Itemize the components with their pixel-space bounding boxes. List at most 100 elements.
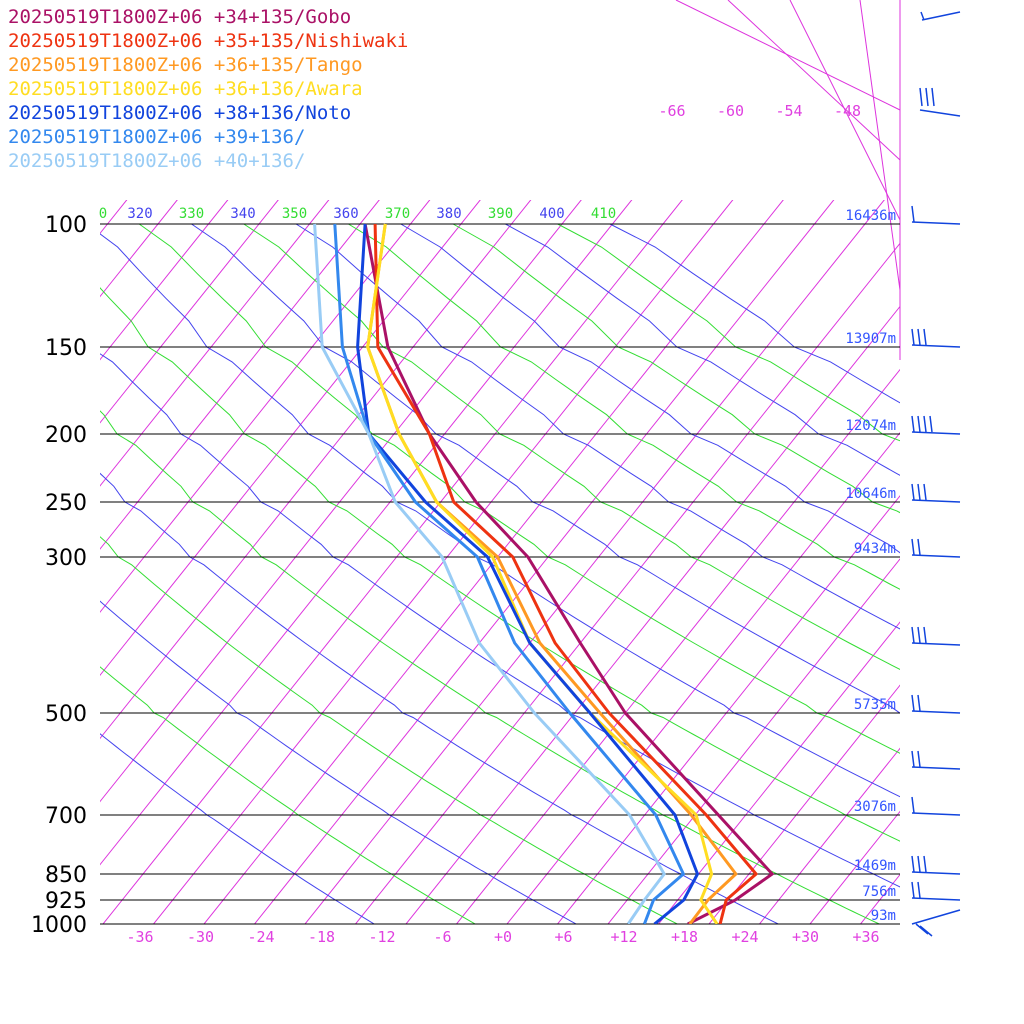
- pressure-label: 150: [45, 336, 87, 361]
- wind-barbs: [911, 11, 961, 937]
- x-tick-label: +18: [671, 928, 698, 946]
- series-line: [373, 223, 758, 924]
- wind-barb-feather: [917, 483, 921, 501]
- dry-adiabat-line: [100, 233, 900, 798]
- isotherm-line: [100, 200, 178, 298]
- isotherm-line: [100, 200, 431, 613]
- wind-barb-feather: [911, 415, 915, 433]
- height-label: 10646m: [845, 486, 896, 502]
- wind-barb-feather: [911, 881, 915, 899]
- wind-barb-feather: [911, 626, 915, 644]
- theta-label: 390: [488, 206, 513, 222]
- legend-entry: 20250519T1800Z+06 +35+135/Nishiwaki: [8, 30, 408, 52]
- legend-entry: 20250519T1800Z+06 +36+136/Awara: [8, 78, 363, 100]
- dry-adiabat-line: [100, 666, 477, 924]
- theta-label: 320: [127, 206, 152, 222]
- theta-label: 350: [282, 206, 307, 222]
- isotherm-line: [304, 200, 885, 924]
- isotherm-line: [0, 189, 85, 959]
- dry-adiabat-line: [100, 353, 900, 888]
- wind-barb-feather: [917, 855, 921, 873]
- x-tick-label: -18: [308, 928, 335, 946]
- theta-label: 380: [436, 206, 461, 222]
- theta-label: 410: [591, 206, 616, 222]
- pressure-label: 500: [45, 702, 87, 727]
- isotherm-line: [253, 200, 835, 924]
- wind-barb-feather: [923, 855, 927, 873]
- wind-barb-feather: [931, 87, 935, 107]
- isotherm-line: [102, 200, 683, 924]
- wind-barb-feather: [911, 328, 915, 346]
- isotherm-line: [354, 242, 900, 924]
- isotherm-line: [883, 189, 1024, 959]
- pressure-label: 250: [45, 491, 87, 516]
- wind-barb-feather: [911, 538, 915, 556]
- upper-temp-label: -66: [658, 102, 685, 120]
- wind-barb-feather: [917, 750, 921, 768]
- x-tick-label: +12: [610, 928, 637, 946]
- height-label: 13907m: [845, 331, 896, 347]
- wind-barb-feather: [917, 538, 921, 556]
- wind-barb-feather: [917, 881, 921, 899]
- wind-barb-feather: [920, 11, 925, 21]
- wind-barb-feather: [917, 415, 921, 433]
- wind-barb-icon: [911, 554, 961, 558]
- x-tick-label: +6: [554, 928, 572, 946]
- isotherm-line: [100, 200, 380, 550]
- x-tick-label: +24: [731, 928, 758, 946]
- series-line: [356, 223, 699, 924]
- wind-barb-feather: [923, 626, 927, 644]
- wind-barb-feather: [923, 415, 927, 433]
- theta-label: 0: [99, 206, 107, 222]
- wind-barb-icon: [921, 11, 961, 21]
- theta-label: 340: [230, 206, 255, 222]
- isotherm-line: [675, 0, 901, 111]
- pressure-label: 200: [45, 423, 87, 448]
- wind-barb-feather: [925, 87, 929, 107]
- dry-adiabat-line: [348, 223, 900, 590]
- wind-barb-feather: [919, 925, 933, 937]
- x-tick-label: -36: [126, 928, 153, 946]
- isotherm-line: [0, 189, 35, 959]
- temperature-profiles: [313, 223, 774, 924]
- isotherm-line: [405, 305, 900, 924]
- upper-isotherm-lines: [675, 0, 901, 360]
- isotherm-line: [506, 431, 900, 924]
- wind-barb-feather: [917, 626, 921, 644]
- isotherm-lines: [0, 189, 1024, 959]
- isotherm-line: [789, 0, 901, 221]
- isotherm-line: [657, 621, 900, 924]
- isotherm-line: [100, 200, 532, 740]
- dry-adiabat-line: [100, 600, 578, 924]
- wind-barb-icon: [911, 710, 961, 714]
- isotherm-line: [758, 747, 900, 924]
- x-tick-label: -6: [433, 928, 451, 946]
- wind-barb-feather: [917, 694, 921, 712]
- isotherm-line: [556, 495, 900, 924]
- x-tick-label: +36: [852, 928, 879, 946]
- upper-temp-label: -54: [775, 102, 802, 120]
- isotherm-line: [984, 189, 1024, 959]
- wind-barb-feather: [911, 205, 915, 223]
- dry-adiabat-line: [100, 472, 780, 924]
- isotherm-line: [708, 684, 900, 924]
- series-line: [363, 223, 774, 924]
- isotherm-line: [859, 873, 900, 924]
- legend-entry: 20250519T1800Z+06 +39+136/: [8, 126, 305, 148]
- isotherm-line: [100, 200, 582, 803]
- pressure-label: 925: [45, 889, 87, 914]
- pressure-label: 700: [45, 804, 87, 829]
- dry-adiabat-line: [505, 223, 900, 476]
- theta-label: 330: [179, 206, 204, 222]
- dry-adiabat-line: [243, 223, 900, 671]
- wind-barb-icon: [919, 109, 961, 117]
- isotherm-line: [100, 200, 229, 361]
- legend-entry: 20250519T1800Z+06 +36+135/Tango: [8, 54, 363, 76]
- legend: 20250519T1800Z+06 +34+135/Gobo20250519T1…: [8, 6, 408, 172]
- isotherm-line: [100, 200, 481, 677]
- wind-barb-icon: [911, 344, 961, 348]
- series-line: [366, 223, 738, 924]
- dry-adiabat-line: [400, 223, 900, 554]
